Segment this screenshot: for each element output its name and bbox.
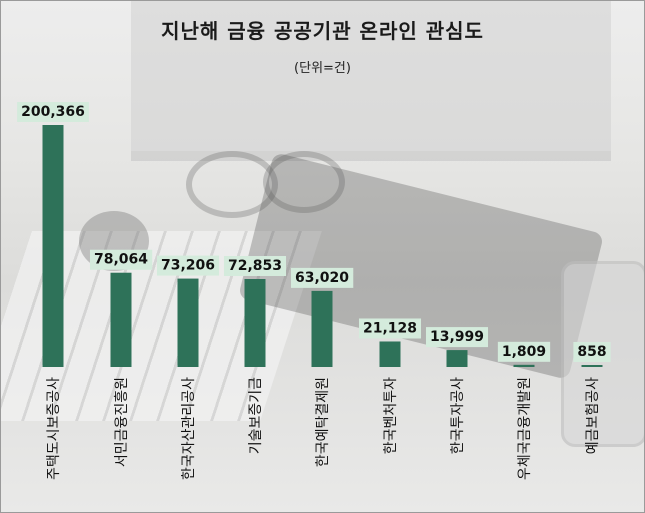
category-label-9: 예금보험공사 bbox=[585, 377, 601, 454]
value-label-5: 63,020 bbox=[290, 267, 354, 288]
bar-1 bbox=[42, 125, 64, 367]
value-text-9: 858 bbox=[577, 344, 606, 360]
category-label-7: 한국투자공사 bbox=[450, 377, 466, 454]
bar-4 bbox=[244, 279, 266, 367]
value-text-6: 21,128 bbox=[363, 320, 417, 336]
category-label-3: 한국자산관리공사 bbox=[181, 377, 197, 480]
bar-3 bbox=[177, 278, 199, 367]
chart-unit: (단위=건) bbox=[294, 61, 351, 76]
bar-5 bbox=[311, 290, 333, 367]
value-text-2: 78,064 bbox=[94, 252, 148, 268]
value-text-1: 200,366 bbox=[21, 104, 85, 120]
value-text-4: 72,853 bbox=[228, 258, 282, 274]
bar-9 bbox=[581, 365, 603, 367]
phone-background bbox=[561, 261, 644, 447]
glasses-background-right bbox=[263, 151, 345, 213]
bar-2 bbox=[110, 272, 132, 367]
value-label-7: 13,999 bbox=[425, 327, 489, 348]
value-label-4: 72,853 bbox=[223, 256, 287, 277]
category-label-2: 서민금융진흥원 bbox=[114, 377, 130, 467]
value-text-7: 13,999 bbox=[430, 329, 484, 345]
bar-8 bbox=[513, 364, 535, 367]
value-label-2: 78,064 bbox=[89, 249, 153, 270]
value-label-9: 858 bbox=[573, 342, 611, 362]
value-label-8: 1,809 bbox=[497, 341, 551, 362]
value-label-6: 21,128 bbox=[358, 318, 422, 339]
monitor-background bbox=[131, 1, 611, 161]
bar-7 bbox=[446, 350, 468, 367]
category-label-1: 주택도시보증공사 bbox=[46, 377, 62, 480]
value-text-5: 63,020 bbox=[295, 270, 349, 286]
category-label-5: 한국예탁결제원 bbox=[315, 377, 331, 467]
category-label-4: 기술보증기금 bbox=[248, 377, 264, 454]
value-text-3: 73,206 bbox=[161, 258, 215, 274]
chart-title: 지난해 금융 공공기관 온라인 관심도 bbox=[161, 19, 484, 43]
value-label-1: 200,366 bbox=[17, 102, 89, 122]
bar-6 bbox=[379, 341, 401, 367]
category-label-6: 한국벤처투자 bbox=[383, 377, 399, 454]
value-label-3: 73,206 bbox=[156, 255, 220, 276]
category-label-8: 우체국금융개발원 bbox=[517, 377, 533, 480]
value-text-8: 1,809 bbox=[502, 344, 546, 360]
